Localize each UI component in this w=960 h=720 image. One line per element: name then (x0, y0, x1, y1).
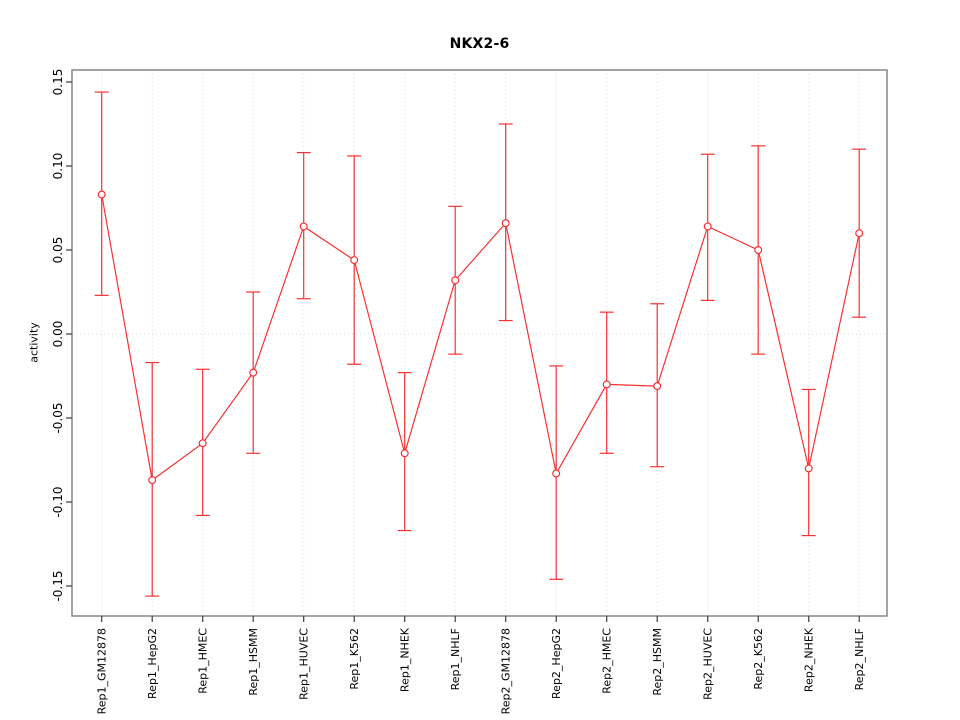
x-category-label: Rep1_NHEK (399, 627, 412, 692)
data-point-marker (198, 439, 207, 448)
y-tick-label: -0.15 (51, 570, 65, 601)
y-axis-label: activity (27, 322, 41, 363)
data-point-marker (299, 222, 308, 231)
data-point-marker (400, 449, 409, 458)
x-category-label: Rep2_GM12878 (500, 628, 513, 714)
x-category-label: Rep2_HepG2 (550, 628, 563, 699)
x-category-label: Rep1_GM12878 (96, 628, 109, 714)
y-tick-label: 0.10 (51, 153, 65, 180)
data-point-marker (552, 469, 561, 478)
x-category-label: Rep1_NHLF (449, 628, 462, 690)
x-category-label: Rep2_HUVEC (702, 628, 715, 700)
data-point-marker (350, 256, 359, 265)
data-point-marker (249, 368, 258, 377)
data-point-marker (703, 222, 712, 231)
x-category-label: Rep2_HMEC (601, 628, 614, 694)
series-line (101, 194, 860, 482)
x-category-label: Rep2_NHEK (803, 627, 816, 692)
x-category-label: Rep1_HSMM (247, 628, 260, 696)
data-point-marker (653, 382, 662, 391)
data-point-marker (501, 219, 510, 228)
data-point-marker (855, 229, 864, 238)
y-tick-label: -0.10 (51, 486, 65, 517)
data-point-marker (97, 190, 106, 199)
y-tick-label: 0.15 (51, 69, 65, 96)
data-point-marker (148, 476, 157, 485)
y-tick-label: -0.05 (51, 402, 65, 433)
data-point-marker (804, 464, 813, 473)
x-category-label: Rep2_HSMM (651, 628, 664, 696)
x-category-label: Rep1_HMEC (197, 628, 210, 694)
x-category-label: Rep1_HUVEC (298, 628, 311, 700)
data-point-marker (602, 380, 611, 389)
x-category-label: Rep1_HepG2 (146, 628, 159, 699)
y-tick-label: 0.00 (51, 321, 65, 348)
x-category-label: Rep1_K562 (348, 628, 361, 690)
x-category-label: Rep2_NHLF (853, 628, 866, 690)
data-point-marker (754, 246, 763, 255)
x-category-label: Rep2_K562 (752, 628, 765, 690)
data-point-marker (451, 276, 460, 285)
y-tick-label: 0.05 (51, 237, 65, 264)
plot-box (71, 69, 888, 617)
chart-title: NKX2-6 (449, 36, 510, 52)
